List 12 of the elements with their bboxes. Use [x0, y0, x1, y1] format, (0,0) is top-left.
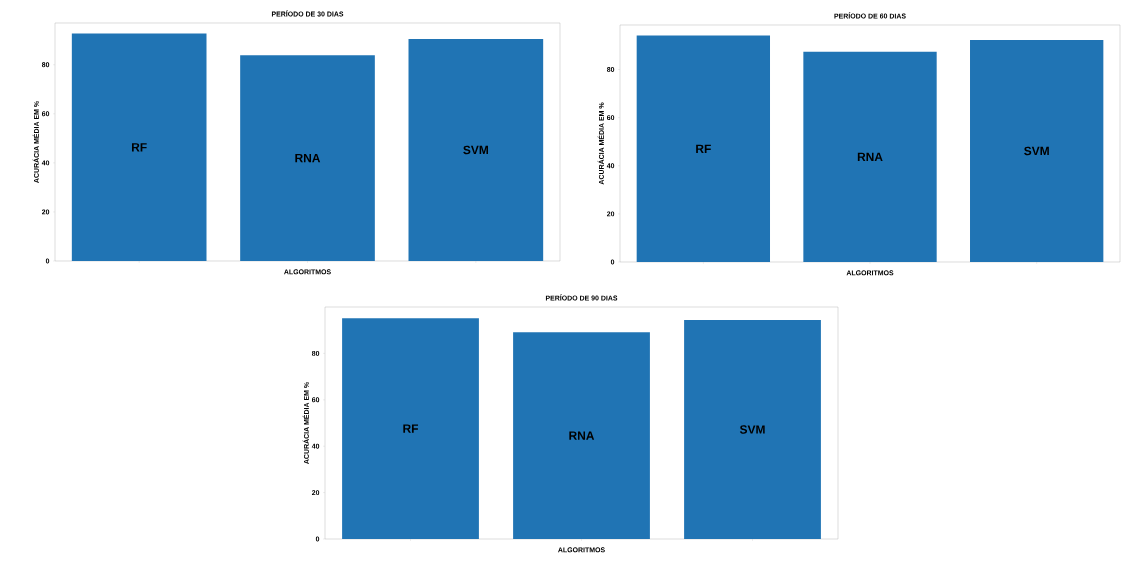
x-tick-label: RF [696, 144, 711, 153]
x-tick-label: RF [403, 424, 419, 433]
x-tick-label: SVM [463, 145, 488, 155]
x-tick-label: RF [132, 143, 147, 152]
bar [636, 35, 771, 262]
x-tick-label: RNA [857, 152, 883, 161]
x-tick-label: SVM [1024, 146, 1049, 156]
x-tick-label: RNA [569, 431, 595, 440]
x-tick-label: SVM [739, 425, 765, 434]
bar [803, 51, 937, 262]
x-tick-label: RNA [295, 153, 321, 163]
bar [970, 39, 1104, 262]
